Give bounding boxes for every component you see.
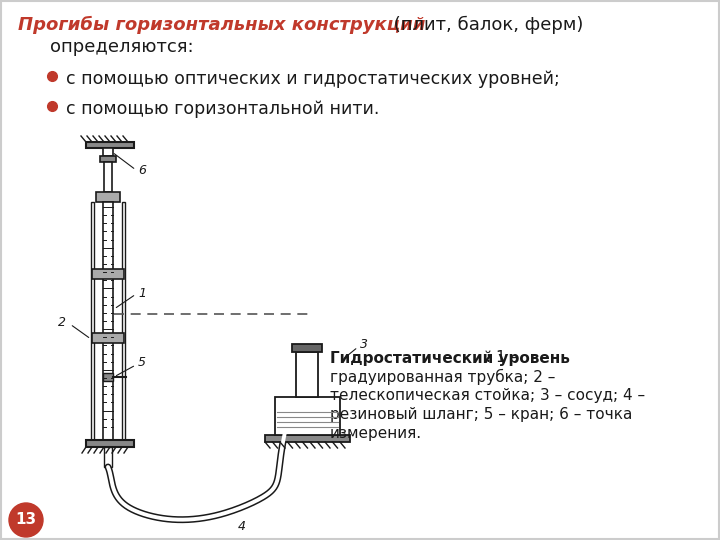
Text: с помощью оптических и гидростатических уровней;: с помощью оптических и гидростатических …	[66, 70, 559, 88]
Text: градуированная трубка; 2 –: градуированная трубка; 2 –	[330, 369, 555, 385]
Text: 13: 13	[15, 512, 37, 528]
Text: измерения.: измерения.	[330, 426, 422, 441]
Text: 1: 1	[138, 287, 146, 300]
Text: (плит, балок, ферм): (плит, балок, ферм)	[388, 16, 583, 34]
Bar	[86, 142, 134, 148]
Bar	[296, 352, 318, 397]
Bar	[86, 440, 134, 447]
Bar	[275, 397, 340, 435]
Bar	[104, 162, 112, 192]
Circle shape	[9, 503, 43, 537]
Text: 5: 5	[138, 356, 146, 369]
Text: Прогибы горизонтальных конструкций: Прогибы горизонтальных конструкций	[18, 16, 426, 34]
Bar	[103, 373, 113, 381]
Bar	[92, 333, 124, 343]
Text: 6: 6	[138, 164, 146, 177]
Text: с помощью горизонтальной нити.: с помощью горизонтальной нити.	[66, 100, 379, 118]
Bar	[103, 202, 113, 440]
Text: Гидростатический уровень: Гидростатический уровень	[330, 350, 570, 366]
Bar	[292, 344, 322, 352]
Bar	[100, 156, 116, 162]
Text: 4: 4	[238, 521, 246, 534]
Bar	[103, 148, 113, 156]
Text: 2: 2	[58, 315, 66, 329]
Text: : 1 –: : 1 –	[486, 350, 518, 365]
Bar	[104, 447, 112, 467]
Bar	[96, 192, 120, 202]
Bar	[122, 202, 125, 440]
Text: 3: 3	[360, 339, 368, 352]
Text: телескопическая стойка; 3 – сосуд; 4 –: телескопическая стойка; 3 – сосуд; 4 –	[330, 388, 645, 403]
Text: определяются:: определяются:	[50, 38, 194, 56]
Bar	[265, 435, 350, 442]
Bar	[91, 202, 94, 440]
Bar	[92, 268, 124, 279]
Text: резиновый шланг; 5 – кран; 6 – точка: резиновый шланг; 5 – кран; 6 – точка	[330, 407, 632, 422]
